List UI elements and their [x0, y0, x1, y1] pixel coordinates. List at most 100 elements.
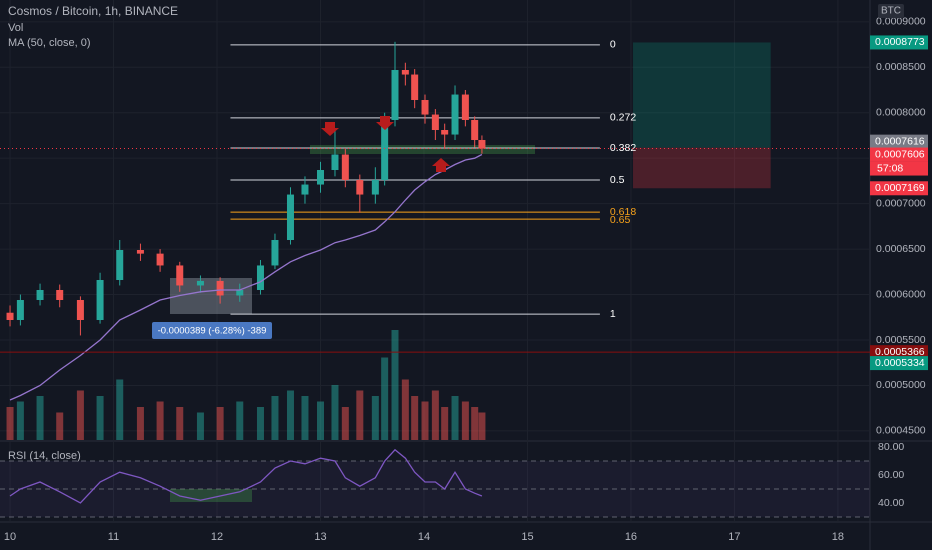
volume-bar	[136, 407, 144, 440]
arrow-down	[321, 122, 339, 136]
volume-bar	[341, 407, 349, 440]
volume-bar	[56, 412, 64, 440]
ma-label: MA (50, close, 0)	[8, 37, 91, 49]
candle-body	[236, 290, 244, 296]
fib-label: 0.65	[610, 214, 631, 226]
currency[interactable]: BTC	[881, 6, 901, 17]
y-tick-label: 0.0006500	[876, 243, 926, 255]
volume-bar	[286, 390, 294, 440]
price-badge-label: 0.0005334	[875, 357, 925, 369]
x-tick-label: 11	[108, 531, 119, 543]
candle-body	[381, 120, 389, 180]
candle-body	[478, 140, 486, 149]
rsi-line	[9, 448, 483, 504]
y-tick-label: 0.0005000	[876, 379, 926, 391]
volume-bar	[391, 330, 399, 440]
fib-label: 0	[610, 39, 616, 51]
candle-body	[371, 180, 379, 195]
candle-body	[116, 250, 124, 280]
volume-bar	[371, 396, 379, 440]
price-badge	[870, 345, 928, 360]
price-badge-label: 0.0005366	[875, 346, 925, 358]
candle-body	[196, 280, 204, 286]
rsi-tick-label: 60.00	[878, 469, 904, 481]
arrow-up	[432, 158, 450, 172]
volume-bar	[271, 396, 279, 440]
volume-bar	[216, 407, 224, 440]
zone	[310, 145, 535, 154]
position-target	[633, 42, 771, 148]
measure-box	[170, 278, 252, 314]
volume-bar	[16, 401, 24, 440]
candle-body	[176, 265, 184, 286]
candle-body	[96, 280, 104, 320]
price-badge	[870, 356, 928, 371]
volume-bar	[256, 407, 264, 440]
y-tick-label: 0.0004500	[876, 425, 926, 437]
measure-label-bg	[152, 322, 272, 339]
volume-bar	[301, 396, 309, 440]
volume-bar	[441, 407, 449, 440]
x-tick-label: 12	[211, 531, 223, 543]
volume-bar	[478, 412, 486, 440]
y-tick-label: 0.0009000	[876, 16, 926, 28]
arrow-down	[376, 116, 394, 130]
candle-body	[16, 300, 24, 320]
fib-label: 0.272	[610, 112, 636, 124]
volume-bar	[451, 396, 459, 440]
candle-body	[431, 114, 439, 130]
ma-line	[9, 153, 483, 401]
price-badge	[870, 35, 928, 50]
volume-bar	[156, 401, 164, 440]
position-stop	[633, 147, 771, 189]
volume-bar	[431, 390, 439, 440]
fib-label: 0.5	[610, 174, 625, 186]
volume-bar	[116, 379, 124, 440]
rsi-tick-label: 40.00	[878, 497, 904, 509]
rsi-label: RSI (14, close)	[8, 450, 81, 462]
candle-body	[301, 184, 309, 195]
candle-body	[356, 180, 364, 195]
candle-body	[331, 154, 339, 170]
candle-body	[316, 170, 324, 185]
volume-label: Vol	[8, 22, 23, 34]
x-tick-label: 10	[4, 531, 16, 543]
volume-bar	[196, 412, 204, 440]
y-tick-label: 0.0008000	[876, 107, 926, 119]
candle-body	[286, 194, 294, 240]
candle-body	[411, 74, 419, 100]
rsi-zone	[170, 489, 252, 502]
x-tick-label: 14	[418, 531, 430, 543]
volume-bar	[331, 385, 339, 440]
x-tick-label: 17	[728, 531, 740, 543]
currency-badge[interactable]	[878, 4, 904, 18]
volume-bar	[411, 396, 419, 440]
y-tick-label: 0.0008500	[876, 61, 926, 73]
y-tick-label: 0.0005500	[876, 334, 926, 346]
candle-body	[76, 300, 84, 320]
price-badge	[870, 134, 928, 149]
price-badge	[870, 181, 928, 196]
volume-bar	[6, 407, 14, 440]
price-badge-label: 0.0007169	[875, 182, 925, 194]
candle-body	[401, 70, 409, 75]
price-badge-label: 0.0007616	[875, 135, 925, 147]
fib-label: 0.382	[610, 142, 636, 154]
volume-bar	[401, 379, 409, 440]
y-tick-label: 0.0007000	[876, 197, 926, 209]
countdown-badge	[870, 161, 928, 176]
y-tick-label: 0.0006000	[876, 288, 926, 300]
price-badge	[870, 147, 928, 162]
volume-bar	[316, 401, 324, 440]
volume-bar	[381, 357, 389, 440]
candle-body	[216, 280, 224, 296]
candle-body	[256, 265, 264, 290]
candle-body	[441, 130, 449, 135]
volume-bar	[421, 401, 429, 440]
volume-bar	[176, 407, 184, 440]
fib-label: 0.618	[610, 206, 636, 218]
volume-bar	[96, 396, 104, 440]
candle-body	[391, 70, 399, 120]
